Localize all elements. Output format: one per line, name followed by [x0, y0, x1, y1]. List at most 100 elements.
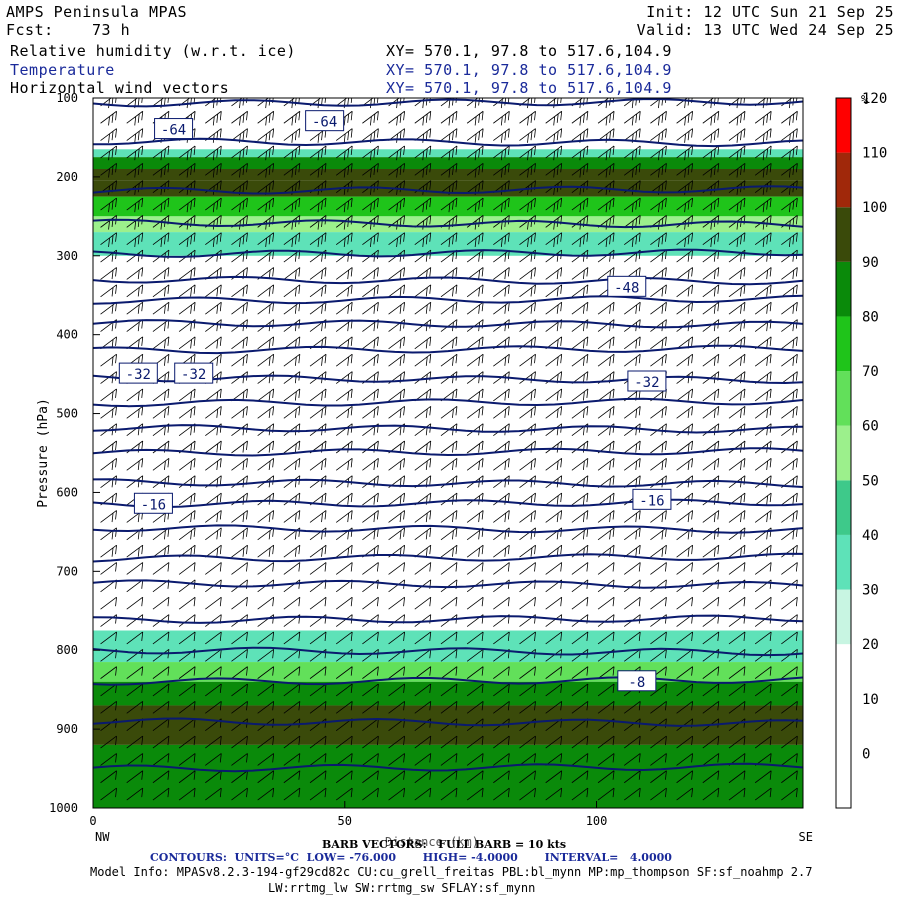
wind-barb-893 [152, 666, 170, 679]
wind-barb-729 [100, 562, 117, 575]
wind-barb-1030 [205, 753, 222, 766]
wind-barb-509 [702, 405, 720, 419]
wind-barb-127 [597, 162, 615, 178]
colorbar-label-1: 10 [862, 692, 879, 708]
wind-barb-315 [571, 284, 589, 298]
wind-barb-896 [231, 666, 248, 679]
wind-barb-925 [283, 683, 301, 697]
wind-barb-271 [126, 267, 144, 280]
rh-layer-2 [93, 169, 803, 181]
wind-barb-84 [178, 145, 196, 161]
wind-barb-845 [309, 631, 327, 645]
wind-barb-923 [231, 683, 248, 697]
wind-barb-15 [493, 98, 510, 109]
wind-barb-484 [754, 388, 772, 402]
wind-barb-499 [440, 405, 458, 419]
wind-barb-891 [100, 666, 117, 679]
wind-barb-150 [493, 180, 510, 195]
colorbar-label-11: 110 [862, 146, 887, 162]
wind-barb-155 [624, 180, 641, 195]
wind-barb-602 [309, 475, 327, 489]
wind-barb-217 [126, 232, 144, 247]
wind-barb-999 [100, 735, 117, 749]
wind-barb-77 [702, 128, 720, 143]
wind-barb-904 [440, 666, 458, 679]
isotherm-line-13 [93, 478, 803, 488]
wind-barb-550 [362, 440, 379, 454]
wind-barb-1084 [205, 787, 222, 801]
wind-barb-110 [152, 162, 170, 178]
wind-barb-485 [781, 388, 798, 402]
wind-barb-628 [283, 492, 301, 506]
wind-barb-974 [152, 718, 170, 732]
wind-barb-958 [440, 701, 458, 714]
wind-barb-304 [283, 284, 301, 298]
wind-barb-647 [781, 492, 798, 506]
wind-barb-296 [781, 267, 798, 280]
wind-barb-312 [493, 284, 510, 298]
wind-barb-939 [650, 683, 667, 697]
wind-barb-747 [571, 562, 589, 575]
wind-barb-604 [362, 475, 379, 489]
wind-barb-465 [257, 388, 275, 402]
wind-barb-81 [100, 145, 117, 161]
wind-barb-1016 [545, 735, 563, 749]
y-tick-label-8: 900 [56, 722, 78, 736]
wind-barb-107 [781, 145, 798, 161]
wind-barb-1004 [231, 735, 248, 749]
wind-barb-776 [624, 579, 641, 593]
rh-layer-7 [93, 630, 803, 663]
wind-barb-64 [362, 128, 379, 143]
isotherm-line-2 [93, 185, 803, 195]
wind-barb-178 [519, 197, 536, 213]
wind-barb-829 [597, 614, 615, 627]
wind-barb-671 [702, 510, 720, 523]
wind-barb-23 [702, 98, 719, 109]
x-end-label-nw: NW [95, 830, 110, 844]
wind-barb-639 [571, 492, 589, 506]
wind-barb-648 [100, 510, 117, 523]
wind-barb-576 [335, 458, 353, 471]
isotherm-line-14 [93, 498, 803, 509]
wind-barb-424 [597, 353, 615, 367]
wind-barb-347 [702, 301, 720, 315]
wind-barb-782 [781, 579, 798, 593]
wind-barb-302 [231, 284, 248, 298]
isotherm-label-box-7 [632, 488, 672, 510]
wind-barb-957 [414, 701, 432, 714]
wind-barb-558 [571, 440, 589, 454]
wind-barb-186 [728, 197, 746, 213]
wind-barb-791 [309, 596, 327, 610]
wind-barb-684 [335, 527, 353, 541]
wind-barb-664 [519, 510, 536, 523]
wind-barb-1037 [388, 753, 405, 766]
rh-layer-9 [93, 681, 803, 706]
wind-barb-924 [257, 683, 275, 697]
wind-barb-91 [362, 145, 379, 161]
wind-barb-233 [545, 232, 563, 247]
wind-barb-1095 [493, 787, 510, 801]
wind-barb-1020 [650, 735, 667, 749]
wind-barb-545 [231, 440, 248, 454]
wind-barb-308 [388, 284, 405, 298]
wind-barb-681 [257, 527, 275, 541]
colorbar-band-2 [836, 644, 851, 699]
wind-barb-159 [728, 180, 746, 195]
wind-barb-736 [283, 562, 301, 575]
wind-barb-1098 [571, 787, 589, 801]
wind-barb-310 [440, 284, 458, 298]
wind-barb-214 [754, 215, 772, 230]
wind-barb-28 [126, 110, 144, 126]
wind-barb-572 [231, 458, 248, 471]
wind-barb-24 [728, 98, 745, 109]
wind-barb-336 [414, 301, 432, 315]
wind-barb-937 [597, 683, 615, 697]
x-axis-label: Distance (km) [385, 835, 479, 849]
wind-barb-1074 [650, 770, 667, 784]
model-title: AMPS Peninsula MPAS [6, 3, 188, 21]
wind-barb-95 [466, 145, 484, 161]
wind-barb-101 [624, 145, 641, 161]
wind-barb-348 [728, 301, 746, 315]
wind-barb-25 [754, 98, 772, 109]
wind-barb-192 [178, 215, 196, 230]
